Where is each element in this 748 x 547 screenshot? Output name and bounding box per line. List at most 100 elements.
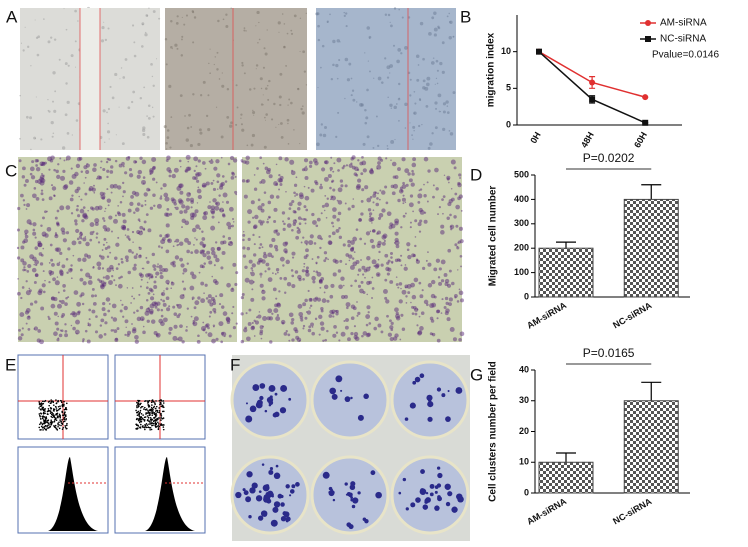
- speck: [395, 103, 398, 105]
- speck: [228, 243, 230, 246]
- speck: [66, 100, 70, 104]
- speck: [87, 254, 91, 259]
- speck: [112, 329, 115, 331]
- speck: [80, 170, 84, 173]
- speck: [222, 235, 226, 238]
- speck: [301, 269, 305, 273]
- speck: [319, 246, 322, 250]
- speck: [186, 249, 190, 254]
- speck: [155, 58, 158, 60]
- speck: [313, 270, 315, 273]
- speck: [271, 255, 274, 258]
- speck: [229, 124, 233, 128]
- speck: [54, 321, 59, 326]
- speck: [190, 251, 194, 255]
- speck: [144, 203, 147, 206]
- speck: [305, 243, 308, 246]
- event: [160, 405, 163, 408]
- colony: [273, 472, 281, 480]
- speck: [280, 319, 286, 325]
- colony: [363, 393, 369, 400]
- speck: [345, 263, 347, 266]
- speck: [304, 316, 308, 320]
- speck: [83, 165, 88, 170]
- speck: [119, 309, 123, 313]
- speck: [29, 222, 33, 226]
- event: [51, 416, 54, 419]
- speck: [417, 222, 422, 227]
- speck: [394, 231, 399, 236]
- event: [151, 414, 154, 417]
- event: [48, 400, 51, 403]
- speck: [185, 14, 189, 17]
- colony: [350, 481, 356, 487]
- speck: [304, 175, 309, 180]
- speck: [458, 173, 462, 177]
- speck: [102, 243, 105, 246]
- speck: [161, 293, 164, 295]
- speck: [156, 308, 160, 312]
- panel-letter: F: [230, 355, 240, 374]
- colony: [398, 491, 402, 495]
- speck: [22, 199, 26, 202]
- speck: [125, 258, 129, 263]
- speck: [122, 195, 124, 198]
- speck: [336, 77, 339, 80]
- speck: [82, 237, 87, 242]
- colony: [272, 412, 278, 418]
- speck: [340, 295, 346, 300]
- speck: [172, 335, 178, 341]
- colony: [265, 484, 270, 488]
- speck: [415, 258, 419, 261]
- speck: [127, 208, 132, 213]
- speck: [23, 183, 27, 187]
- speck: [331, 221, 334, 225]
- speck: [330, 198, 332, 201]
- x-tick-label: AM-siRNA: [525, 300, 569, 331]
- speck: [412, 125, 416, 129]
- speck: [212, 324, 216, 327]
- speck: [386, 145, 389, 147]
- speck: [202, 321, 205, 324]
- speck: [266, 316, 271, 321]
- speck: [404, 102, 408, 107]
- speck: [139, 285, 142, 288]
- speck: [221, 84, 225, 88]
- speck: [297, 216, 302, 220]
- event: [43, 400, 46, 403]
- speck: [264, 166, 269, 171]
- speck: [369, 215, 372, 218]
- speck: [144, 31, 147, 34]
- event: [150, 428, 153, 431]
- event: [145, 413, 147, 415]
- colony: [350, 498, 354, 502]
- speck: [37, 179, 43, 184]
- colony: [419, 373, 425, 379]
- speck: [323, 291, 326, 294]
- speck: [303, 185, 306, 188]
- speck: [110, 329, 114, 332]
- speck: [445, 301, 449, 306]
- speck: [352, 198, 355, 200]
- speck: [232, 221, 235, 223]
- speck: [69, 268, 73, 271]
- speck: [459, 177, 461, 179]
- speck: [197, 142, 201, 147]
- speck: [399, 338, 402, 341]
- event: [51, 421, 53, 423]
- speck: [200, 251, 203, 254]
- speck: [70, 264, 73, 267]
- event: [63, 412, 66, 415]
- speck: [337, 187, 343, 193]
- speck: [427, 283, 433, 288]
- speck: [449, 213, 452, 217]
- speck: [291, 199, 295, 204]
- speck: [393, 7, 397, 10]
- speck: [126, 228, 130, 231]
- event: [152, 409, 154, 411]
- speck: [423, 156, 429, 162]
- speck: [414, 244, 417, 248]
- speck: [294, 195, 296, 197]
- speck: [293, 327, 298, 332]
- speck: [301, 168, 305, 172]
